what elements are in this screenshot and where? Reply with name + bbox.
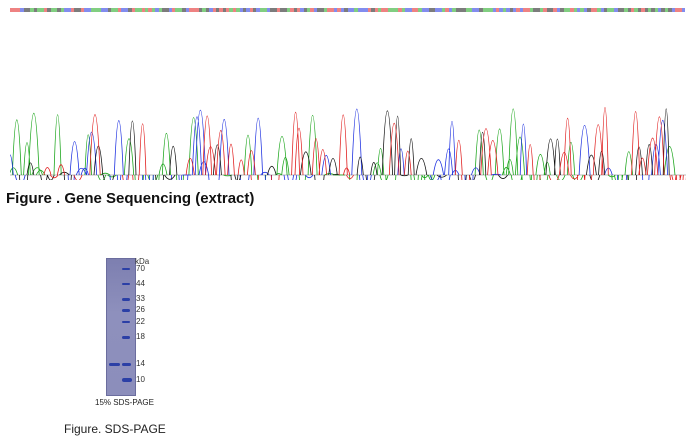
marker-label: 14 <box>136 359 145 368</box>
marker-label: 44 <box>136 279 145 288</box>
marker-label: 70 <box>136 264 145 273</box>
sds-page-caption: Figure. SDS-PAGE <box>64 422 166 436</box>
gene-sequencing-caption: Figure . Gene Sequencing (extract) <box>6 190 255 207</box>
marker-band-33 <box>122 298 130 301</box>
marker-label: 33 <box>136 294 145 303</box>
marker-label: 18 <box>136 332 145 341</box>
marker-band-14 <box>122 363 131 366</box>
trace-T <box>43 107 686 180</box>
marker-band-22 <box>122 321 130 323</box>
trace-C <box>10 108 668 180</box>
marker-band-10 <box>122 378 132 382</box>
marker-label: 22 <box>136 317 145 326</box>
marker-band-70 <box>122 268 130 270</box>
marker-band-26 <box>122 309 130 312</box>
marker-band-44 <box>122 283 130 285</box>
marker-label: 26 <box>136 305 145 314</box>
kda-unit-label: kDa <box>135 257 150 266</box>
sequence-letter-strip <box>10 2 686 12</box>
chromatogram-trace <box>10 107 686 180</box>
marker-label: 10 <box>136 375 145 384</box>
sample-band <box>109 363 120 366</box>
marker-band-18 <box>122 336 130 339</box>
trace-A <box>10 108 676 180</box>
sds-page-gel <box>106 258 136 396</box>
gel-percentage-label: 15% SDS-PAGE <box>95 398 154 407</box>
